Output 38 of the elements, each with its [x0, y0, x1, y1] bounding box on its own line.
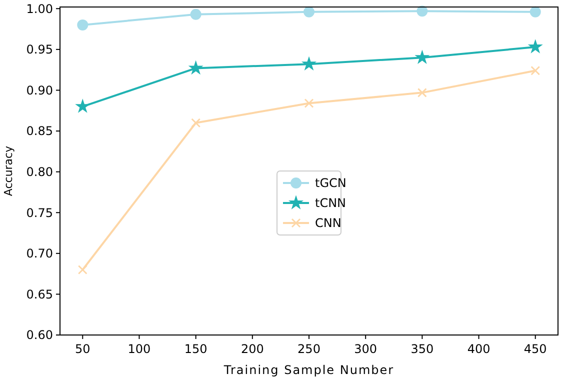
- x-tick-label: 200: [240, 342, 264, 356]
- point: [528, 39, 543, 54]
- point: [417, 88, 427, 98]
- x-tick-label: 150: [184, 342, 208, 356]
- point: [304, 98, 314, 108]
- y-axis-title: Accuracy: [2, 145, 15, 196]
- x-tick-label: 450: [524, 342, 547, 356]
- x-tick-label: 100: [128, 342, 151, 356]
- x-tick-label: 300: [354, 342, 378, 356]
- x-tick-label: 350: [410, 342, 434, 356]
- point: [414, 50, 430, 64]
- y-tick-label: 0.95: [26, 42, 53, 57]
- point: [78, 264, 88, 274]
- y-tick-label: 0.70: [26, 246, 53, 261]
- point: [75, 98, 90, 113]
- point: [530, 66, 540, 76]
- y-tick-label: 0.90: [26, 83, 53, 98]
- point: [416, 6, 428, 17]
- y-tick-label: 0.85: [26, 124, 53, 138]
- y-tick-label: 1.00: [26, 2, 53, 16]
- point: [188, 60, 204, 75]
- point: [530, 6, 541, 18]
- point: [191, 118, 201, 128]
- legend-label: tGCN: [315, 176, 346, 190]
- legend-label: CNN: [315, 216, 342, 230]
- point: [304, 6, 314, 18]
- legend-label: tCNN: [315, 196, 346, 210]
- point: [190, 8, 202, 20]
- point: [301, 56, 317, 71]
- x-tick-label: 400: [467, 342, 490, 356]
- x-axis-title: Training Sample Number: [222, 363, 394, 377]
- point: [77, 19, 88, 30]
- y-tick-label: 0.65: [26, 287, 53, 302]
- y-tick-label: 0.60: [26, 328, 53, 342]
- y-tick-label: 0.80: [26, 165, 53, 180]
- x-tick-label: 250: [298, 342, 320, 356]
- x-tick-label: 50: [74, 342, 90, 356]
- y-tick-label: 0.75: [26, 206, 53, 220]
